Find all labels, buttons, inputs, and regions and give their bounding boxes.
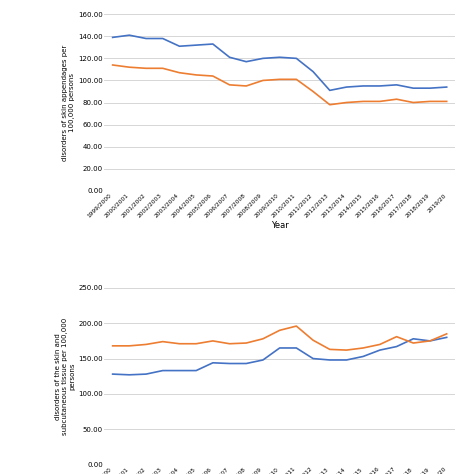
X-axis label: Year: Year [271,221,289,230]
Y-axis label: disorders of the skin and
subcutaneous tissue per 100,000
persons: disorders of the skin and subcutaneous t… [55,318,75,435]
Y-axis label: disorders of skin appendages per
100,000 persons: disorders of skin appendages per 100,000… [63,45,75,161]
